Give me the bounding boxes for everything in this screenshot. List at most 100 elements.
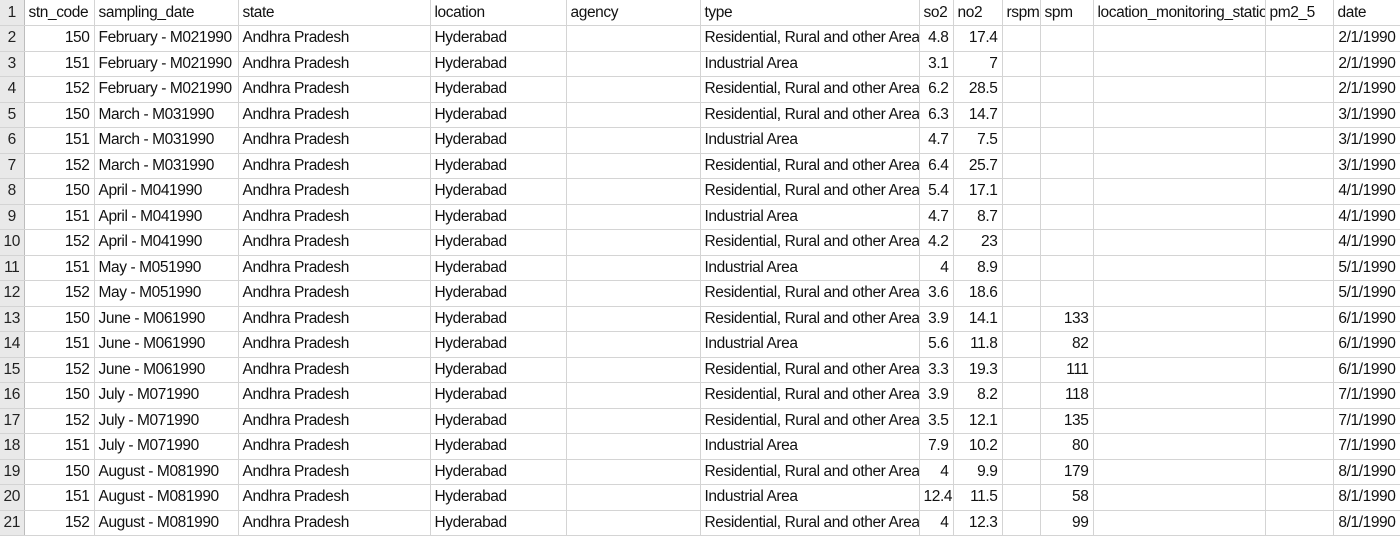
cell-location-monitoring-station[interactable] (1093, 204, 1266, 230)
cell-no2[interactable]: 9.9 (953, 459, 1003, 485)
cell-date[interactable]: 6/1/1990 (1333, 306, 1400, 332)
cell-agency[interactable] (566, 433, 701, 460)
cell-pm2-5[interactable] (1265, 357, 1334, 383)
cell-no2[interactable]: 7.5 (953, 127, 1003, 154)
row-number[interactable]: 13 (0, 306, 25, 332)
cell-spm[interactable]: 80 (1040, 433, 1094, 460)
cell-location[interactable]: Hyderabad (430, 433, 567, 460)
cell-spm[interactable] (1040, 153, 1094, 179)
cell-agency[interactable] (566, 408, 701, 434)
header-cell-stn-code[interactable]: stn_code (24, 0, 95, 26)
cell-date[interactable]: 5/1/1990 (1333, 255, 1400, 281)
cell-type[interactable]: Residential, Rural and other Areas (700, 153, 920, 179)
row-number[interactable]: 12 (0, 280, 25, 307)
cell-location[interactable]: Hyderabad (430, 357, 567, 383)
cell-pm2-5[interactable] (1265, 255, 1334, 281)
cell-location-monitoring-station[interactable] (1093, 382, 1266, 409)
cell-rspm[interactable] (1002, 25, 1041, 52)
cell-no2[interactable]: 11.5 (953, 484, 1003, 511)
header-cell-no2[interactable]: no2 (953, 0, 1003, 26)
cell-rspm[interactable] (1002, 306, 1041, 332)
cell-type[interactable]: Industrial Area (700, 255, 920, 281)
cell-type[interactable]: Industrial Area (700, 331, 920, 358)
cell-so2[interactable]: 3.1 (919, 51, 954, 77)
cell-state[interactable]: Andhra Pradesh (238, 127, 431, 154)
cell-no2[interactable]: 8.2 (953, 382, 1003, 409)
cell-spm[interactable]: 179 (1040, 459, 1094, 485)
cell-pm2-5[interactable] (1265, 76, 1334, 103)
cell-pm2-5[interactable] (1265, 484, 1334, 511)
cell-so2[interactable]: 4.7 (919, 204, 954, 230)
cell-type[interactable]: Residential, Rural and other Areas (700, 25, 920, 52)
cell-sampling-date[interactable]: April - M041990 (94, 178, 239, 205)
cell-so2[interactable]: 4.8 (919, 25, 954, 52)
cell-type[interactable]: Industrial Area (700, 433, 920, 460)
cell-state[interactable]: Andhra Pradesh (238, 357, 431, 383)
cell-pm2-5[interactable] (1265, 178, 1334, 205)
cell-spm[interactable] (1040, 178, 1094, 205)
cell-state[interactable]: Andhra Pradesh (238, 229, 431, 256)
cell-location[interactable]: Hyderabad (430, 229, 567, 256)
cell-state[interactable]: Andhra Pradesh (238, 459, 431, 485)
cell-sampling-date[interactable]: July - M071990 (94, 382, 239, 409)
cell-location-monitoring-station[interactable] (1093, 25, 1266, 52)
row-number[interactable]: 4 (0, 76, 25, 103)
cell-type[interactable]: Residential, Rural and other Areas (700, 459, 920, 485)
cell-so2[interactable]: 4 (919, 510, 954, 536)
cell-location-monitoring-station[interactable] (1093, 102, 1266, 128)
cell-sampling-date[interactable]: June - M061990 (94, 357, 239, 383)
cell-date[interactable]: 2/1/1990 (1333, 51, 1400, 77)
cell-so2[interactable]: 3.9 (919, 306, 954, 332)
cell-location-monitoring-station[interactable] (1093, 255, 1266, 281)
cell-no2[interactable]: 17.4 (953, 25, 1003, 52)
cell-spm[interactable] (1040, 127, 1094, 154)
cell-so2[interactable]: 4 (919, 255, 954, 281)
row-number[interactable]: 10 (0, 229, 25, 256)
cell-agency[interactable] (566, 178, 701, 205)
cell-location[interactable]: Hyderabad (430, 178, 567, 205)
cell-agency[interactable] (566, 127, 701, 154)
cell-location[interactable]: Hyderabad (430, 510, 567, 536)
cell-no2[interactable]: 11.8 (953, 331, 1003, 358)
cell-spm[interactable]: 111 (1040, 357, 1094, 383)
cell-type[interactable]: Residential, Rural and other Areas (700, 178, 920, 205)
cell-state[interactable]: Andhra Pradesh (238, 484, 431, 511)
cell-rspm[interactable] (1002, 178, 1041, 205)
header-cell-rspm[interactable]: rspm (1002, 0, 1041, 26)
cell-state[interactable]: Andhra Pradesh (238, 331, 431, 358)
cell-pm2-5[interactable] (1265, 306, 1334, 332)
cell-date[interactable]: 6/1/1990 (1333, 331, 1400, 358)
cell-sampling-date[interactable]: August - M081990 (94, 510, 239, 536)
cell-spm[interactable]: 58 (1040, 484, 1094, 511)
cell-no2[interactable]: 23 (953, 229, 1003, 256)
cell-location-monitoring-station[interactable] (1093, 153, 1266, 179)
cell-location-monitoring-station[interactable] (1093, 127, 1266, 154)
row-number[interactable]: 5 (0, 102, 25, 128)
cell-rspm[interactable] (1002, 255, 1041, 281)
cell-stn-code[interactable]: 151 (24, 433, 95, 460)
cell-date[interactable]: 6/1/1990 (1333, 357, 1400, 383)
cell-state[interactable]: Andhra Pradesh (238, 76, 431, 103)
cell-location-monitoring-station[interactable] (1093, 51, 1266, 77)
cell-location-monitoring-station[interactable] (1093, 433, 1266, 460)
cell-stn-code[interactable]: 152 (24, 153, 95, 179)
cell-spm[interactable] (1040, 204, 1094, 230)
cell-agency[interactable] (566, 25, 701, 52)
cell-date[interactable]: 7/1/1990 (1333, 433, 1400, 460)
cell-spm[interactable]: 135 (1040, 408, 1094, 434)
cell-so2[interactable]: 3.5 (919, 408, 954, 434)
row-number[interactable]: 1 (0, 0, 25, 26)
cell-location[interactable]: Hyderabad (430, 102, 567, 128)
cell-stn-code[interactable]: 150 (24, 102, 95, 128)
row-number[interactable]: 20 (0, 484, 25, 511)
cell-date[interactable]: 4/1/1990 (1333, 178, 1400, 205)
cell-spm[interactable] (1040, 102, 1094, 128)
cell-date[interactable]: 5/1/1990 (1333, 280, 1400, 307)
cell-date[interactable]: 4/1/1990 (1333, 204, 1400, 230)
cell-stn-code[interactable]: 152 (24, 357, 95, 383)
cell-rspm[interactable] (1002, 433, 1041, 460)
cell-no2[interactable]: 7 (953, 51, 1003, 77)
row-number[interactable]: 6 (0, 127, 25, 154)
cell-state[interactable]: Andhra Pradesh (238, 510, 431, 536)
